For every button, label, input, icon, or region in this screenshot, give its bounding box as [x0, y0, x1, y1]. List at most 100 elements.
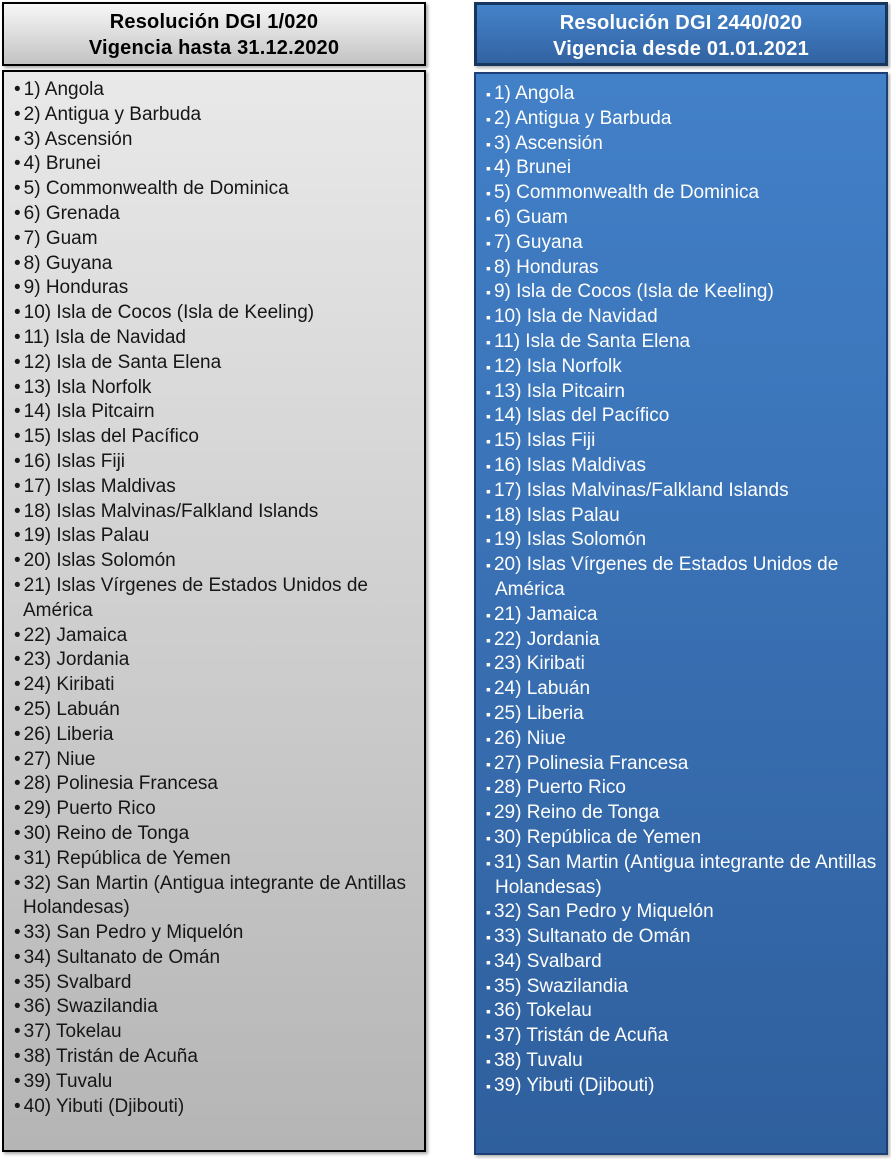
bullet-marker: ▪ [486, 681, 491, 698]
list-item: ▪ 20) Islas Vírgenes de Estados Unidos de… [486, 553, 882, 603]
bullet-marker: ▪ [486, 185, 491, 202]
list-item: ▪ 21) Jamaica [486, 603, 882, 628]
list-item: ▪ 11) Isla de Santa Elena [486, 330, 882, 355]
territory-label: 9) Isla de Cocos (Isla de Keeling) [493, 281, 774, 303]
territory-label: 28) Polinesia Francesa [23, 773, 218, 795]
territory-label: 38) Tristán de Acuña [23, 1046, 198, 1068]
list-item: ▪ 6) Guam [486, 206, 882, 231]
list-item: • 5) Commonwealth de Dominica [14, 177, 418, 202]
list-item: ▪ 36) Tokelau [486, 999, 882, 1024]
bullet-marker: ▪ [486, 507, 491, 524]
list-item: • 39) Tuvalu [14, 1070, 418, 1095]
list-item: • 16) Islas Fiji [14, 450, 418, 475]
bullet-marker: ▪ [486, 829, 491, 846]
list-item: • 19) Islas Palau [14, 524, 418, 549]
territory-label: 7) Guyana [493, 231, 583, 253]
list-item: ▪ 4) Brunei [486, 156, 882, 181]
bullet-marker: ▪ [486, 482, 491, 499]
list-item: • 29) Puerto Rico [14, 797, 418, 822]
territory-label: 39) Yibuti (Djibouti) [493, 1074, 655, 1096]
list-item: • 25) Labuán [14, 698, 418, 723]
bullet-marker: ▪ [486, 929, 491, 946]
bullet-marker: • [14, 748, 21, 770]
bullet-marker: • [14, 227, 21, 249]
bullet-marker: • [14, 922, 21, 944]
territory-label: 5) Commonwealth de Dominica [23, 178, 289, 200]
bullet-marker: • [14, 302, 21, 324]
territory-label: 10) Isla de Navidad [493, 306, 658, 328]
territory-label: 37) Tristán de Acuña [493, 1025, 669, 1047]
territory-label: 33) Sultanato de Omán [493, 926, 691, 948]
bullet-marker: ▪ [486, 656, 491, 673]
territory-label: 20) Islas Solomón [23, 550, 176, 572]
bullet-marker: • [14, 103, 21, 125]
list-item: ▪ 31) San Martin (Antigua integrante de A… [486, 851, 882, 901]
territory-label: 12) Isla de Santa Elena [23, 351, 222, 373]
territory-label: 8) Honduras [493, 256, 599, 278]
territory-label: 34) Svalbard [493, 950, 602, 972]
territory-label: 26) Liberia [23, 723, 114, 745]
list-item: • 6) Grenada [14, 202, 418, 227]
bullet-marker: ▪ [486, 1053, 491, 1070]
territory-label: 4) Brunei [493, 157, 572, 179]
territory-label: 37) Tokelau [23, 1021, 122, 1043]
bullet-marker: ▪ [486, 209, 491, 226]
bullet-marker: • [14, 624, 21, 646]
bullet-marker: • [14, 847, 21, 869]
bullet-marker: • [14, 326, 21, 348]
resolution-2020-title: Resolución DGI 1/020 [109, 11, 319, 33]
territory-label: 26) Niue [493, 727, 566, 749]
list-item: ▪ 13) Isla Pitcairn [486, 380, 882, 405]
bullet-marker: • [14, 1070, 21, 1092]
list-item: • 36) Swazilandia [14, 995, 418, 1020]
list-item: • 37) Tokelau [14, 1020, 418, 1045]
list-item: ▪ 16) Islas Maldivas [486, 454, 882, 479]
list-item: ▪ 33) Sultanato de Omán [486, 925, 882, 950]
territory-label: 27) Polinesia Francesa [493, 752, 689, 774]
list-item: • 2) Antigua y Barbuda [14, 103, 418, 128]
list-item: ▪ 10) Isla de Navidad [486, 305, 882, 330]
bullet-marker: ▪ [486, 86, 491, 102]
bullet-marker: • [14, 277, 21, 299]
territory-label: 15) Islas Fiji [493, 430, 596, 452]
territory-label: 1) Angola [493, 83, 575, 104]
bullet-marker: • [14, 822, 21, 844]
territory-label: 35) Swazilandia [493, 975, 629, 997]
bullet-marker: • [14, 475, 21, 497]
list-item: • 38) Tristán de Acuña [14, 1045, 418, 1070]
bullet-marker: • [14, 153, 21, 175]
territory-label: 18) Islas Palau [493, 504, 620, 526]
territory-label: 13) Isla Norfolk [23, 376, 152, 398]
list-item: ▪ 26) Niue [486, 727, 882, 752]
list-item: ▪ 27) Polinesia Francesa [486, 752, 882, 777]
territory-label: 33) San Pedro y Miquelón [23, 922, 244, 944]
bullet-marker: • [14, 550, 21, 572]
list-item: • 4) Brunei [14, 152, 418, 177]
list-item: ▪ 25) Liberia [486, 702, 882, 727]
resolution-2020-territory-list: • 1) Angola • 2) Antigua y Barbuda • 3) Ascen… [2, 70, 426, 1152]
territory-label: 36) Swazilandia [23, 996, 158, 1018]
bullet-marker: • [14, 1095, 21, 1117]
territory-label: 28) Puerto Rico [493, 777, 626, 799]
territory-label: 23) Kiribati [493, 653, 585, 675]
bullet-marker: ▪ [486, 1028, 491, 1045]
territory-label: 5) Commonwealth de Dominica [493, 182, 760, 204]
territory-label: 24) Labuán [493, 678, 591, 700]
bullet-marker: • [14, 525, 21, 547]
list-item: ▪ 7) Guyana [486, 231, 882, 256]
territory-label: 9) Honduras [23, 277, 129, 299]
territory-label: 32) San Pedro y Miquelón [493, 901, 714, 923]
bullet-marker: ▪ [486, 309, 491, 326]
territory-label: 30) Reino de Tonga [23, 822, 190, 844]
bullet-marker: ▪ [486, 557, 491, 574]
territory-label: 39) Tuvalu [23, 1070, 113, 1092]
list-item: • 24) Kiribati [14, 673, 418, 698]
territory-label: 25) Liberia [493, 702, 584, 724]
resolution-2021-header: Resolución DGI 2440/020 Vigencia desde 0… [474, 2, 888, 66]
list-item: • 30) Reino de Tonga [14, 822, 418, 847]
territory-label: 14) Islas del Pacífico [493, 405, 670, 427]
list-item: ▪ 12) Isla Norfolk [486, 355, 882, 380]
list-item: • 31) República de Yemen [14, 847, 418, 872]
bullet-marker: ▪ [486, 160, 491, 177]
